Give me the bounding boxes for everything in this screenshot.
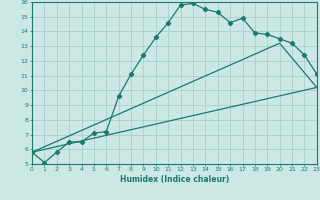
X-axis label: Humidex (Indice chaleur): Humidex (Indice chaleur)	[120, 175, 229, 184]
